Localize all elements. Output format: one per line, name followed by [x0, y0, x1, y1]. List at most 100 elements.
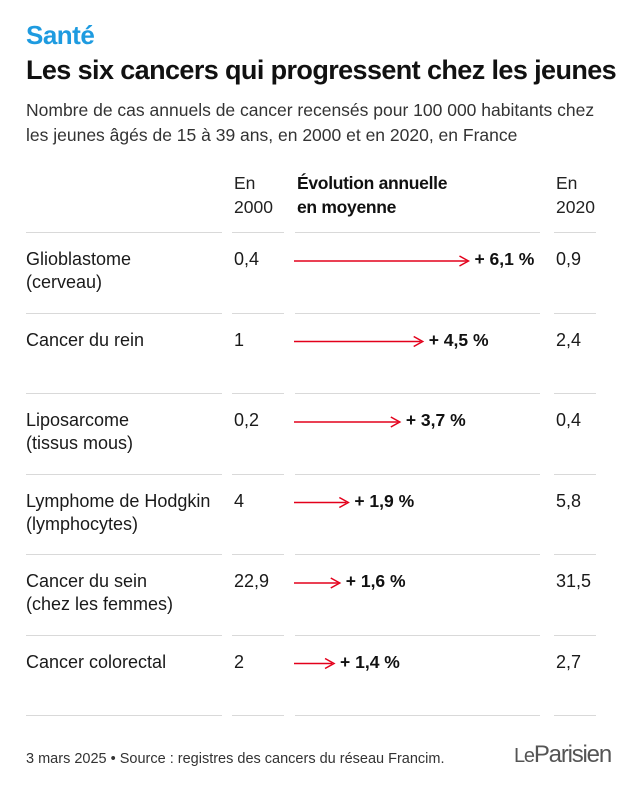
row-separator — [26, 554, 222, 555]
row-separator — [232, 393, 284, 394]
evolution-label: + 1,9 % — [354, 490, 414, 513]
value-2000-line1: 22,9 — [234, 571, 270, 591]
row-label-line2: (tissus mous) — [26, 433, 134, 453]
row-separator — [26, 473, 222, 475]
evolution-label: + 6,1 % — [474, 248, 534, 271]
evolution-arrow-head — [324, 657, 336, 670]
row-label-line1: Cancer du sein — [26, 571, 148, 591]
row-separator — [26, 312, 222, 314]
row-separator — [26, 232, 222, 233]
evolution-label-line1: + 1,4 % — [340, 651, 400, 672]
le-parisien-logo: LeParisien — [514, 741, 612, 769]
row-label-line1: Liposarcome — [26, 410, 130, 430]
row-label: Cancer du sein (chez les femmes) — [26, 570, 226, 616]
value-2000: 0,4 — [234, 248, 259, 271]
row-separator — [232, 232, 284, 233]
value-2000-line1: 0,2 — [234, 410, 260, 430]
evolution-label-line1: + 4,5 % — [428, 329, 489, 350]
row-label-line2: (lymphocytes) — [26, 513, 139, 534]
row-separator — [295, 634, 540, 636]
column-header-2000-line1: En — [234, 173, 256, 193]
evolution-label: + 4,5 % — [429, 329, 489, 352]
value-2000-line1: 2 — [234, 651, 245, 672]
value-2020-line1: 31,5 — [556, 571, 592, 591]
value-2020: 0,4 — [556, 409, 581, 432]
value-2020-line1: 2,7 — [556, 651, 582, 672]
section-label: Santé — [26, 20, 95, 50]
row-label: Lymphome de Hodgkin (lymphocytes) — [26, 490, 226, 536]
row-separator — [232, 312, 284, 314]
row-label: Liposarcome (tissus mous) — [26, 409, 226, 455]
value-2000: 1 — [234, 329, 244, 352]
column-header-2000: En 2000 — [234, 171, 273, 219]
row-separator — [295, 393, 540, 394]
evolution-label-line1: + 1,6 % — [345, 571, 406, 591]
row-separator — [232, 634, 284, 636]
column-header-2020: En 2020 — [556, 171, 595, 219]
row-separator — [554, 554, 596, 555]
row-separator — [295, 473, 540, 475]
row-separator — [554, 312, 596, 314]
value-2020-line1: 0,4 — [556, 410, 582, 430]
row-label-line1: Glioblastome — [26, 249, 132, 269]
evolution-label: + 1,6 % — [346, 570, 406, 593]
value-2020: 2,4 — [556, 329, 581, 352]
evolution-arrow-head — [413, 335, 425, 348]
value-2000-line1: 4 — [234, 490, 245, 511]
row-separator — [26, 634, 222, 636]
value-2020-line1: 2,4 — [556, 329, 582, 350]
row-separator — [554, 473, 596, 475]
row-separator — [232, 554, 284, 555]
value-2020-line1: 0,9 — [556, 249, 582, 269]
evolution-label-line1: + 3,7 % — [405, 410, 466, 430]
evolution-arrow-head — [459, 255, 471, 267]
row-separator — [295, 312, 540, 314]
chart-subtitle: Nombre de cas annuels de cancer recensés… — [26, 100, 595, 145]
column-header-evolution: Évolution annuelle en moyenne — [297, 171, 447, 219]
column-header-evolution-line1: Évolution annuelle — [297, 173, 448, 193]
value-2000: 2 — [234, 651, 244, 674]
row-label-line1: Cancer du rein — [26, 329, 145, 350]
row-label-line2: (chez les femmes) — [26, 594, 174, 614]
value-2020: 31,5 — [556, 570, 591, 593]
value-2020: 0,9 — [556, 248, 581, 271]
evolution-arrow-head — [390, 416, 402, 428]
row-separator — [554, 715, 596, 716]
logo-name: Parisien — [533, 741, 612, 768]
row-separator — [554, 634, 596, 636]
row-separator — [295, 554, 540, 555]
column-header-2020-line1: En — [556, 173, 578, 193]
evolution-arrow-head — [338, 496, 350, 509]
row-label: Glioblastome (cerveau) — [26, 248, 226, 294]
logo-le: Le — [514, 745, 535, 767]
row-label: Cancer du rein — [26, 329, 226, 352]
column-header-2020-line2: 2020 — [556, 197, 595, 217]
row-separator — [26, 715, 222, 716]
evolution-label-line1: + 1,9 % — [354, 490, 415, 511]
value-2000-line1: 1 — [234, 329, 245, 350]
source-footer: 3 mars 2025 • Source : registres des can… — [26, 751, 445, 767]
column-header-evolution-line2: en moyenne — [297, 197, 397, 217]
evolution-label: + 1,4 % — [340, 651, 400, 674]
value-2000: 0,2 — [234, 409, 259, 432]
evolution-label-line1: + 6,1 % — [474, 249, 535, 269]
row-separator — [232, 473, 284, 475]
value-2020: 2,7 — [556, 651, 581, 674]
row-separator — [554, 393, 596, 394]
row-label-line1: Lymphome de Hodgkin — [26, 490, 211, 511]
evolution-label: + 3,7 % — [406, 409, 466, 432]
row-separator — [26, 393, 222, 394]
row-label-line1: Cancer colorectal — [26, 651, 167, 672]
chart-title: Les six cancers qui progressent chez les… — [26, 55, 617, 85]
row-label: Cancer colorectal — [26, 651, 226, 674]
column-header-2000-line2: 2000 — [234, 197, 273, 217]
value-2000-line1: 0,4 — [234, 249, 260, 269]
row-label-line2: (cerveau) — [26, 272, 103, 292]
value-2000: 22,9 — [234, 570, 269, 593]
row-separator — [554, 232, 596, 233]
value-2000: 4 — [234, 490, 244, 513]
evolution-arrow-head — [330, 577, 342, 589]
row-separator — [295, 715, 540, 716]
value-2020-line1: 5,8 — [556, 490, 582, 511]
